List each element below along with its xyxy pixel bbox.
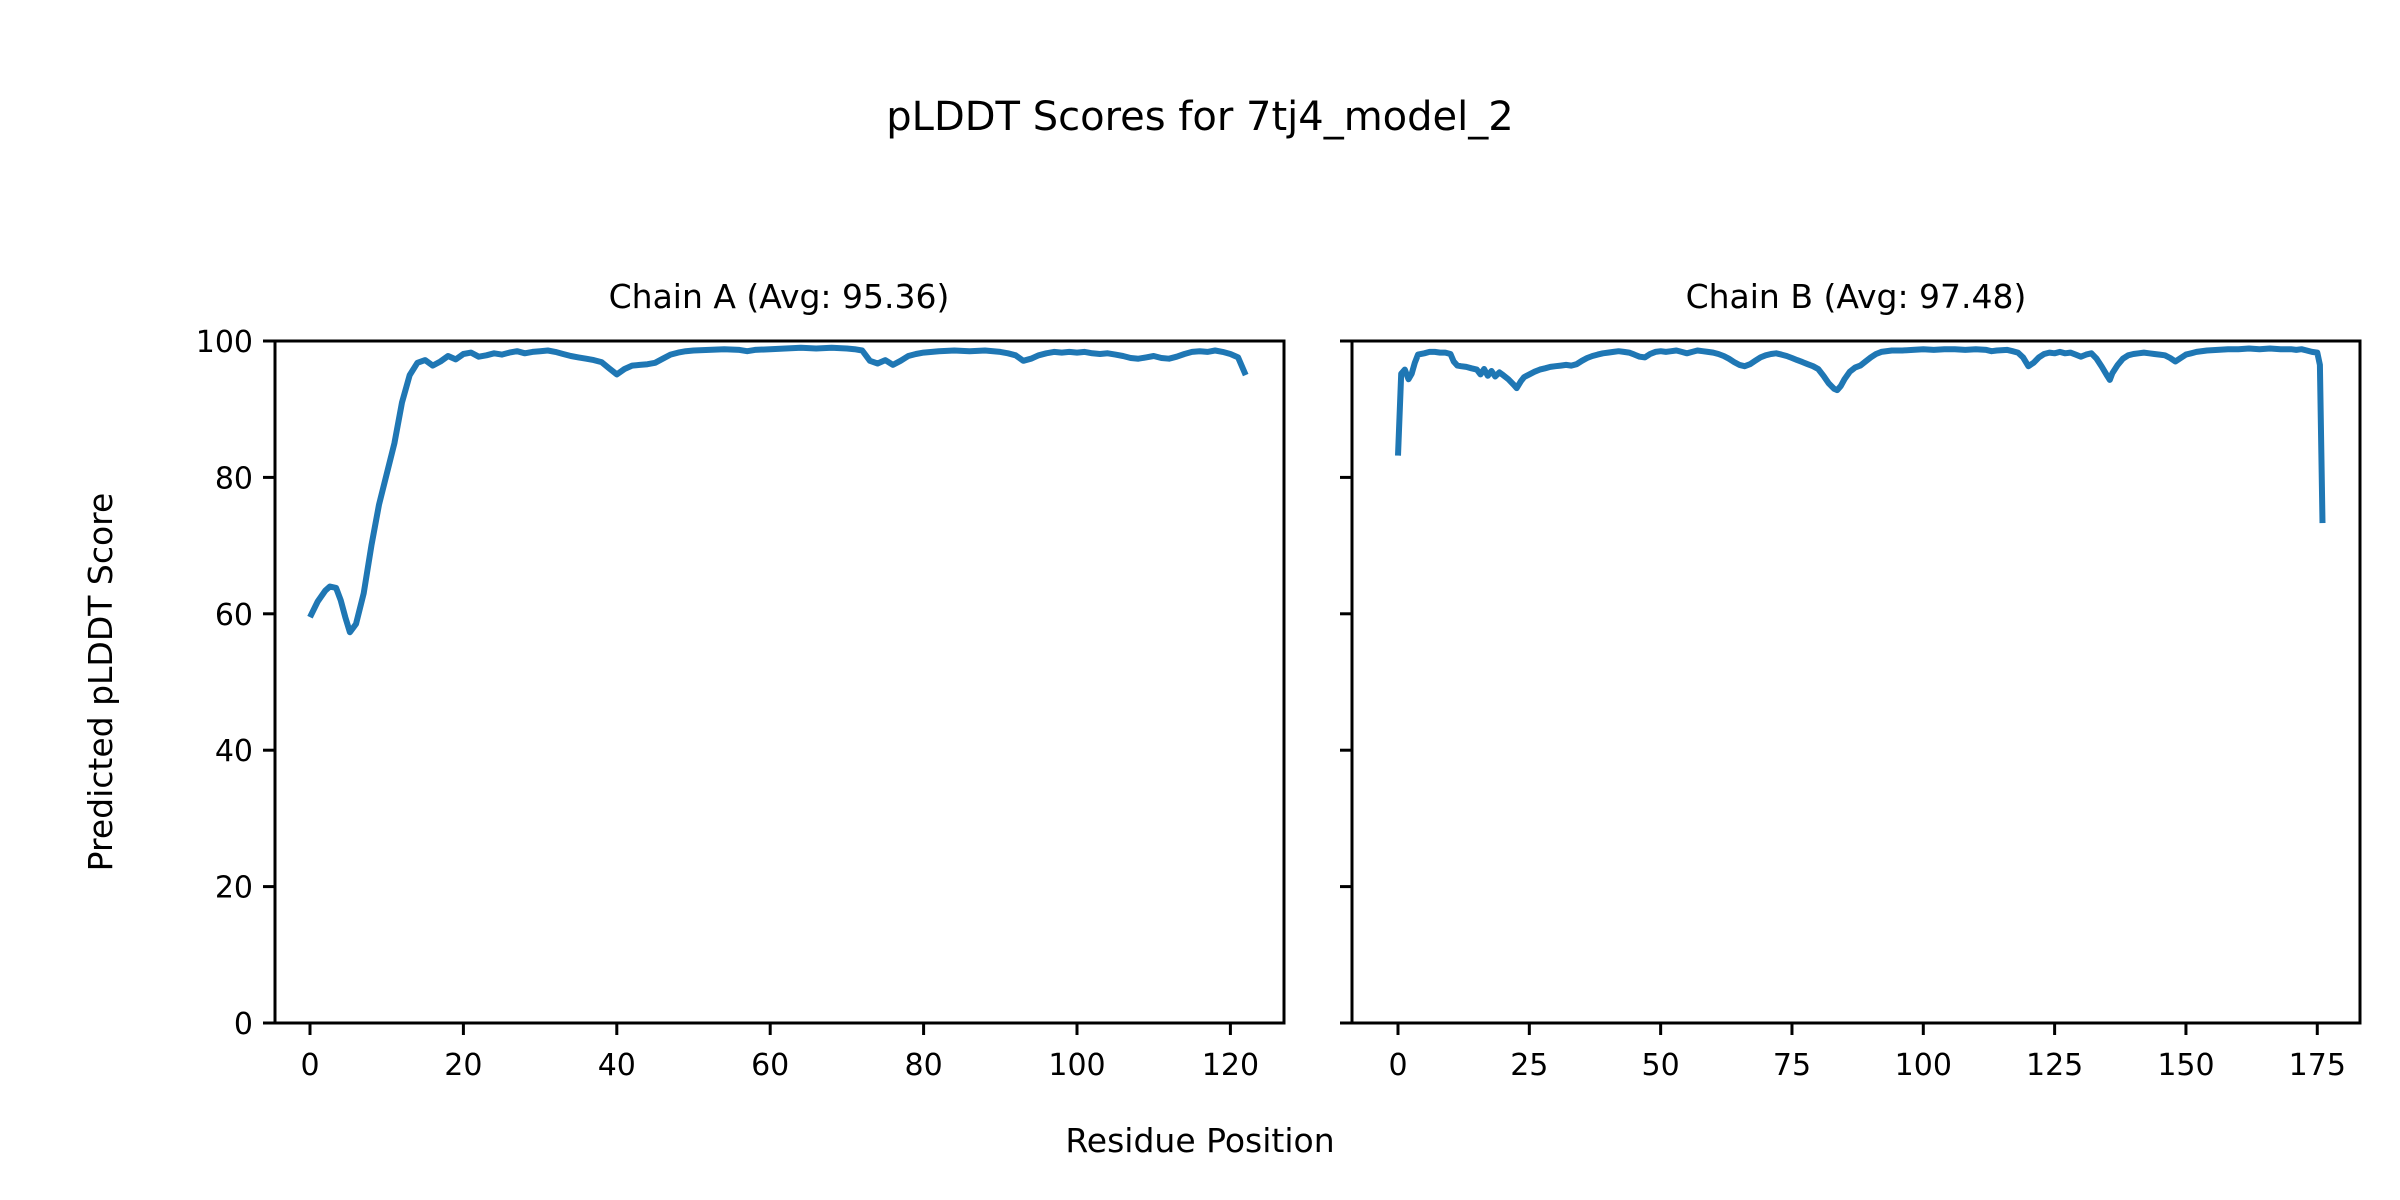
x-tick-label: 0 [1388,1048,1407,1083]
axis-ticks-chain-b: 0 25 50 75 100 125 150 175 [1340,339,2346,1083]
x-tick-label: 20 [444,1048,482,1083]
subplot-chain-a: Chain A (Avg: 95.36) 0 20 40 60 80 100 120 0 20 4… [196,277,1286,1083]
x-tick-label: 40 [598,1048,636,1083]
axes-frame-chain-b [1350,339,2362,1025]
x-tick-label: 100 [1895,1048,1952,1083]
x-tick-label: 25 [1510,1048,1548,1083]
x-tick-label: 150 [2157,1048,2214,1083]
y-tick-label: 60 [215,598,253,633]
y-tick-label: 80 [215,461,253,496]
plddt-line-chain-a [307,344,1249,636]
figure-title: pLDDT Scores for 7tj4_model_2 [886,94,1513,140]
x-tick-label: 120 [1202,1048,1259,1083]
y-tick-label: 0 [234,1007,253,1042]
x-tick-label: 125 [2026,1048,2083,1083]
subplot-title-chain-a: Chain A (Avg: 95.36) [609,277,950,316]
x-tick-label: 0 [300,1048,319,1083]
x-tick-label: 175 [2289,1048,2346,1083]
plddt-line-chain-b [1395,345,2326,524]
x-tick-label: 50 [1642,1048,1680,1083]
axis-ticks-chain-a: 0 20 40 60 80 100 120 0 20 40 60 80 100 [196,325,1259,1083]
axes-frame-chain-a [273,339,1286,1025]
x-tick-label: 100 [1048,1048,1105,1083]
y-axis-label: Predicted pLDDT Score [81,493,120,872]
y-tick-label: 20 [215,871,253,906]
x-tick-label: 75 [1773,1048,1811,1083]
x-axis-label: Residue Position [1065,1121,1334,1160]
x-tick-label: 60 [751,1048,789,1083]
subplot-chain-b: Chain B (Avg: 97.48) 0 25 50 75 100 125 150 175 [1340,277,2362,1083]
x-tick-label: 80 [905,1048,943,1083]
subplot-title-chain-b: Chain B (Avg: 97.48) [1686,277,2027,316]
y-tick-label: 100 [196,325,253,360]
y-tick-label: 40 [215,734,253,769]
